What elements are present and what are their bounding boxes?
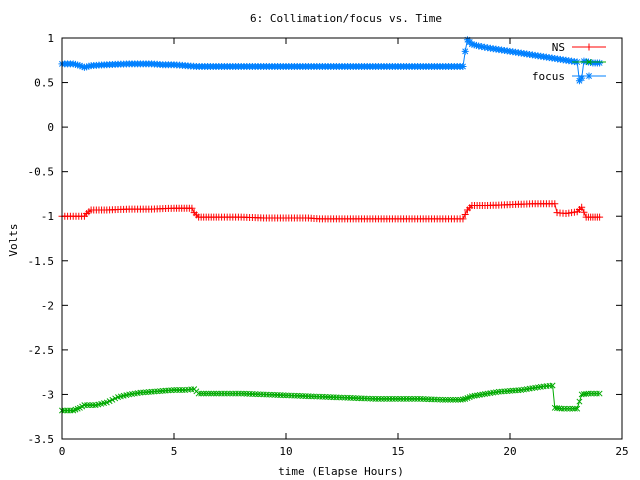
data-point — [478, 43, 486, 51]
y-tick-label: -2.5 — [28, 344, 55, 357]
data-point — [213, 390, 220, 397]
y-axis-label: Volts — [7, 223, 20, 256]
chart-title: 6: Collimation/focus vs. Time — [250, 12, 442, 25]
legend: NS focus — [532, 41, 606, 83]
data-point — [569, 405, 576, 412]
y-tick-label: 1 — [47, 32, 54, 45]
y-tick-label: 0 — [47, 121, 54, 134]
data-point — [452, 396, 459, 403]
data-point — [447, 396, 454, 403]
data-point — [69, 60, 77, 68]
data-point — [580, 208, 588, 216]
y-tick-label: -3 — [41, 388, 54, 401]
data-point — [457, 396, 464, 403]
data-point — [549, 382, 556, 389]
data-point — [596, 213, 604, 221]
data-point — [439, 396, 446, 403]
data-point — [481, 43, 489, 51]
data-point — [442, 396, 449, 403]
data-point — [461, 47, 469, 55]
data-point — [78, 63, 86, 71]
data-point — [71, 60, 79, 68]
data-point — [210, 390, 217, 397]
data-point — [468, 40, 476, 48]
data-point — [571, 405, 578, 412]
legend-label: focus — [532, 70, 565, 83]
series-1 — [59, 382, 603, 414]
x-tick-label: 25 — [615, 445, 628, 458]
x-tick-label: 0 — [59, 445, 66, 458]
plot-frame — [61, 37, 623, 440]
x-axis-label: time (Elapse Hours) — [278, 465, 404, 478]
data-point — [195, 390, 202, 397]
x-tick-label: 20 — [503, 445, 516, 458]
series-layer — [58, 36, 604, 414]
data-point — [475, 42, 483, 50]
data-point — [583, 390, 590, 397]
data-point — [203, 390, 210, 397]
data-point — [455, 396, 462, 403]
series-NS — [58, 200, 604, 223]
data-point — [444, 396, 451, 403]
axis-ticks: 0 5 10 15 20 25 -3.5 -3 -2.5 -2 -1.5 -1 -0.5 0 0.5 1 — [28, 32, 629, 458]
data-point — [205, 390, 212, 397]
y-tick-label: -1 — [41, 210, 54, 223]
data-point — [472, 41, 480, 49]
data-point — [459, 215, 467, 223]
data-point — [76, 62, 84, 70]
series-focus — [58, 36, 604, 85]
x-tick-label: 5 — [171, 445, 178, 458]
data-point — [556, 405, 563, 412]
y-tick-label: -2 — [41, 299, 54, 312]
data-point — [459, 63, 467, 71]
legend-marker — [585, 72, 593, 80]
data-point — [596, 59, 604, 67]
data-point — [80, 63, 88, 71]
data-point — [551, 200, 559, 208]
y-tick-label: -1.5 — [28, 255, 55, 268]
data-point — [74, 61, 82, 69]
data-point — [574, 405, 581, 412]
data-point — [578, 74, 586, 82]
data-point — [470, 41, 478, 49]
y-tick-label: -3.5 — [28, 433, 55, 446]
data-point — [596, 390, 603, 397]
data-point — [83, 63, 91, 71]
y-tick-label: -0.5 — [28, 166, 55, 179]
data-point — [200, 390, 207, 397]
data-point — [85, 62, 93, 70]
data-point — [198, 390, 205, 397]
data-point — [208, 390, 215, 397]
data-point — [450, 396, 457, 403]
legend-label: NS — [552, 41, 565, 54]
series-line — [62, 38, 600, 82]
legend-marker — [586, 59, 592, 65]
data-point — [461, 210, 469, 218]
data-point — [576, 398, 583, 405]
x-tick-label: 10 — [279, 445, 292, 458]
data-point — [188, 204, 196, 212]
legend-marker — [585, 43, 593, 51]
x-tick-label: 15 — [391, 445, 404, 458]
y-tick-label: 0.5 — [34, 77, 54, 90]
data-point — [578, 203, 586, 211]
data-point — [459, 396, 466, 403]
